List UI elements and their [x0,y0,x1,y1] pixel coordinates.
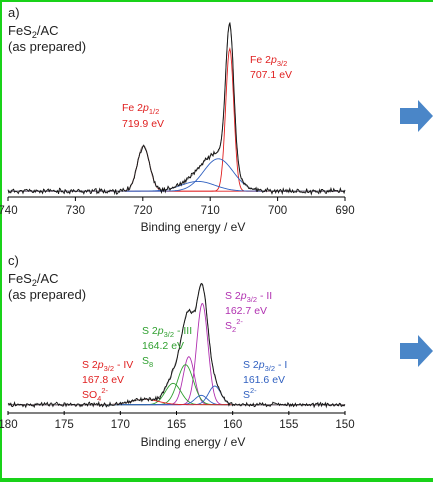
component-peak-s_ii [8,303,345,406]
right-arrow-icon [400,100,433,132]
panel-c-raw-spectrum [7,282,346,409]
annotation-fe-2p32-label: Fe 2p3/2 [250,54,287,68]
component-peak-s_ii_b [8,356,345,406]
x-tick-label: 170 [111,419,130,431]
frame-left-border [0,0,2,482]
annotation-s-iv-label: S 2p3/2 - IV [82,359,133,373]
panel-c-ticks: 180 175 170 165 160 155 150 [0,411,355,431]
panel-c-peaks [8,303,345,406]
frame-bottom-border [0,478,433,482]
x-tick-label: 150 [335,419,354,431]
x-tick-label: 730 [66,205,85,217]
x-tick-label: 160 [223,419,242,431]
annotation-fe-2p12-value: 719.9 eV [122,118,164,130]
annotation-s-ii-value: 162.7 eV [225,305,267,317]
panel-a-label: a) [8,5,20,20]
annotation-s-ii-label: S 2p3/2 - II [225,290,272,304]
x-tick-label: 175 [55,419,74,431]
x-tick-label: 740 [0,205,18,217]
annotation-s-iii-label: S 2p3/2 - III [142,325,192,339]
annotation-fe-2p12-label: Fe 2p1/2 [122,102,159,116]
annotation-s-iv-species: SO42- [82,386,109,403]
annotation-s-i-species: S2- [243,386,257,401]
panel-a-peaks [8,46,345,192]
x-tick-label: 690 [335,205,354,217]
annotation-s-ii-species: S22- [225,317,243,334]
component-peak-s_iii_b [8,382,345,406]
component-peak-fe_2p32 [8,46,345,192]
component-peak-s_i [8,385,345,406]
panel-a-raw-spectrum [7,22,346,196]
annotation-s-iv-value: 167.8 eV [82,374,124,386]
x-tick-label: 180 [0,419,18,431]
frame-top-border [0,0,433,2]
x-tick-label: 720 [133,205,152,217]
annotation-s-iii-species: S8 [142,355,153,369]
annotation-s-i-label: S 2p3/2 - I [243,359,287,373]
right-arrow-icon [400,335,433,367]
annotation-fe-2p32-value: 707.1 eV [250,69,292,81]
panel-a-x-axis-label: Binding energy / eV [141,220,246,234]
annotation-s-iii-value: 164.2 eV [142,340,184,352]
panel-a-sample-state: (as prepared) [8,39,86,54]
panel-a: 740 730 720 710 700 690 a) FeS2/AC (as prepar… [0,5,355,234]
annotation-s-i-value: 161.6 eV [243,374,285,386]
x-tick-label: 155 [279,419,298,431]
panel-c: 180 175 170 165 160 155 150 c) FeS2/AC (as pre… [0,253,355,449]
panel-a-sample: FeS2/AC [8,23,59,40]
panel-a-ticks: 740 730 720 710 700 690 [0,197,355,217]
x-tick-label: 700 [268,205,287,217]
panel-c-sample-state: (as prepared) [8,287,86,302]
x-tick-label: 710 [201,205,220,217]
panel-c-x-axis-label: Binding energy / eV [141,435,246,449]
panel-c-label: c) [8,253,19,268]
x-tick-label: 165 [167,419,186,431]
panel-c-sample: FeS2/AC [8,271,59,288]
